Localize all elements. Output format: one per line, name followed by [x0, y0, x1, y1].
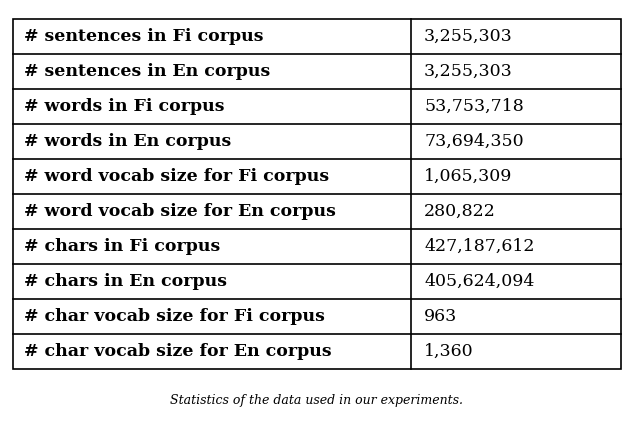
Text: 73,694,350: 73,694,350 [424, 133, 524, 150]
Text: # chars in Fi corpus: # chars in Fi corpus [24, 238, 221, 255]
Text: # sentences in En corpus: # sentences in En corpus [24, 63, 270, 80]
Text: 1,360: 1,360 [424, 343, 474, 360]
Text: 963: 963 [424, 308, 457, 325]
Text: Statistics of the data used in our experiments.: Statistics of the data used in our exper… [171, 394, 463, 407]
Text: 53,753,718: 53,753,718 [424, 98, 524, 115]
Text: 280,822: 280,822 [424, 203, 496, 220]
Text: # words in En corpus: # words in En corpus [24, 133, 231, 150]
Text: # char vocab size for En corpus: # char vocab size for En corpus [24, 343, 332, 360]
Text: # sentences in Fi corpus: # sentences in Fi corpus [24, 28, 264, 45]
Bar [13, 19, 621, 369]
Text: 427,187,612: 427,187,612 [424, 238, 534, 255]
Text: # char vocab size for Fi corpus: # char vocab size for Fi corpus [24, 308, 325, 325]
Text: # word vocab size for Fi corpus: # word vocab size for Fi corpus [24, 168, 329, 185]
Text: # word vocab size for En corpus: # word vocab size for En corpus [24, 203, 336, 220]
Text: 405,624,094: 405,624,094 [424, 273, 534, 290]
Text: 3,255,303: 3,255,303 [424, 63, 513, 80]
Text: # chars in En corpus: # chars in En corpus [24, 273, 227, 290]
Text: # words in Fi corpus: # words in Fi corpus [24, 98, 224, 115]
Text: 3,255,303: 3,255,303 [424, 28, 513, 45]
Text: 1,065,309: 1,065,309 [424, 168, 512, 185]
